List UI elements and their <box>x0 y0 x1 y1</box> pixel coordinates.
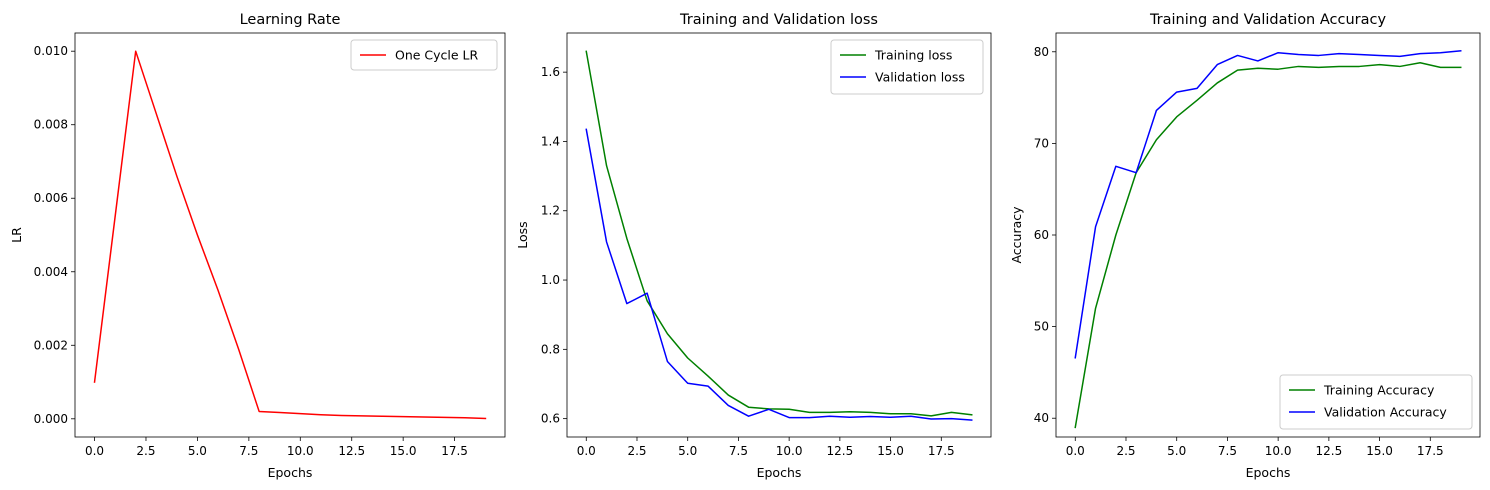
x-tick-label: 10.0 <box>1265 444 1292 458</box>
subplot-3: 0.0 2.5 5.0 7.5 10.0 12.5 15.0 17.5 40 50 60 70 80 Tr… <box>1009 12 1481 480</box>
y-tick-label: 80 <box>1034 45 1049 59</box>
x-tick-label: 5.0 <box>188 444 207 458</box>
x-tick-label: 10.0 <box>287 444 314 458</box>
legend: Training Accuracy Validation Accuracy <box>1279 374 1473 430</box>
x-tick-label: 2.5 <box>1116 444 1135 458</box>
x-tick-label: 7.5 <box>239 444 258 458</box>
y-tick-label: 1.6 <box>541 65 560 79</box>
x-tick-label: 17.5 <box>441 444 468 458</box>
y-tick-label: 0.010 <box>34 44 68 58</box>
x-tick-label: 17.5 <box>1417 444 1444 458</box>
y-tick-label: 40 <box>1034 411 1049 425</box>
x-tick-label: 12.5 <box>827 444 854 458</box>
y-axis-label: LR <box>9 227 24 243</box>
x-tick-label: 5.0 <box>1167 444 1186 458</box>
y-axis-label: Accuracy <box>1009 206 1024 264</box>
x-tick-label: 10.0 <box>776 444 803 458</box>
legend-label: One Cycle LR <box>395 48 479 63</box>
y-tick-label: 0.8 <box>541 342 560 356</box>
x-tick-label: 5.0 <box>678 444 697 458</box>
y-tick-label: 0.6 <box>541 412 560 426</box>
y-tick-label: 1.2 <box>541 204 560 218</box>
y-tick-label: 60 <box>1034 228 1049 242</box>
legend-label: Validation loss <box>875 70 965 85</box>
legend-label: Training loss <box>874 48 952 63</box>
y-tick-label: 50 <box>1034 320 1049 334</box>
legend-label: Validation Accuracy <box>1324 405 1447 420</box>
y-tick-label: 70 <box>1034 136 1049 150</box>
chart-title: Learning Rate <box>240 12 341 28</box>
x-tick-label: 12.5 <box>1316 444 1343 458</box>
series-line-2-1 <box>585 50 973 417</box>
x-axis-label: Epochs <box>268 465 313 480</box>
legend-box <box>350 39 498 71</box>
x-tick-label: 2.5 <box>627 444 646 458</box>
axes-frame <box>566 32 992 438</box>
y-axis-label: Loss <box>515 221 530 248</box>
y-tick-label: 1.0 <box>541 273 560 287</box>
series-line-2-2 <box>585 128 973 421</box>
legend: Training loss Validation loss <box>830 39 984 95</box>
x-tick-label: 7.5 <box>1218 444 1237 458</box>
chart-title: Training and Validation loss <box>679 12 878 28</box>
x-axis-label: Epochs <box>1246 465 1291 480</box>
x-tick-label: 15.0 <box>390 444 417 458</box>
x-tick-label: 7.5 <box>729 444 748 458</box>
series-line-3-2 <box>1074 50 1462 359</box>
legend-box <box>830 39 984 95</box>
subplot-1: 0.0 2.5 5.0 7.5 10.0 12.5 15.0 17.5 0.000 0.002 0.… <box>9 12 506 480</box>
x-tick-label: 12.5 <box>338 444 365 458</box>
x-tick-label: 15.0 <box>877 444 904 458</box>
legend: One Cycle LR <box>350 39 498 71</box>
y-tick-label: 0.000 <box>34 412 68 426</box>
axes-frame <box>74 32 506 438</box>
y-tick-label: 0.002 <box>34 338 68 352</box>
chart-title: Training and Validation Accuracy <box>1149 12 1387 28</box>
x-tick-label: 2.5 <box>136 444 155 458</box>
y-tick-label: 0.004 <box>34 265 68 279</box>
x-axis-label: Epochs <box>757 465 802 480</box>
series-line-1-1 <box>93 50 487 420</box>
x-tick-label: 0.0 <box>85 444 104 458</box>
y-tick-label: 1.4 <box>541 134 560 148</box>
x-tick-label: 0.0 <box>1066 444 1085 458</box>
y-tick-label: 0.008 <box>34 118 68 132</box>
series-line-3-1 <box>1074 62 1462 429</box>
x-tick-label: 0.0 <box>577 444 596 458</box>
legend-box <box>1279 374 1473 430</box>
legend-label: Training Accuracy <box>1323 383 1435 398</box>
subplot-2: 0.0 2.5 5.0 7.5 10.0 12.5 15.0 17.5 0.6 0.8 1.0 1.2… <box>515 12 992 480</box>
x-tick-label: 17.5 <box>928 444 955 458</box>
y-tick-label: 0.006 <box>34 191 68 205</box>
x-tick-label: 15.0 <box>1366 444 1393 458</box>
